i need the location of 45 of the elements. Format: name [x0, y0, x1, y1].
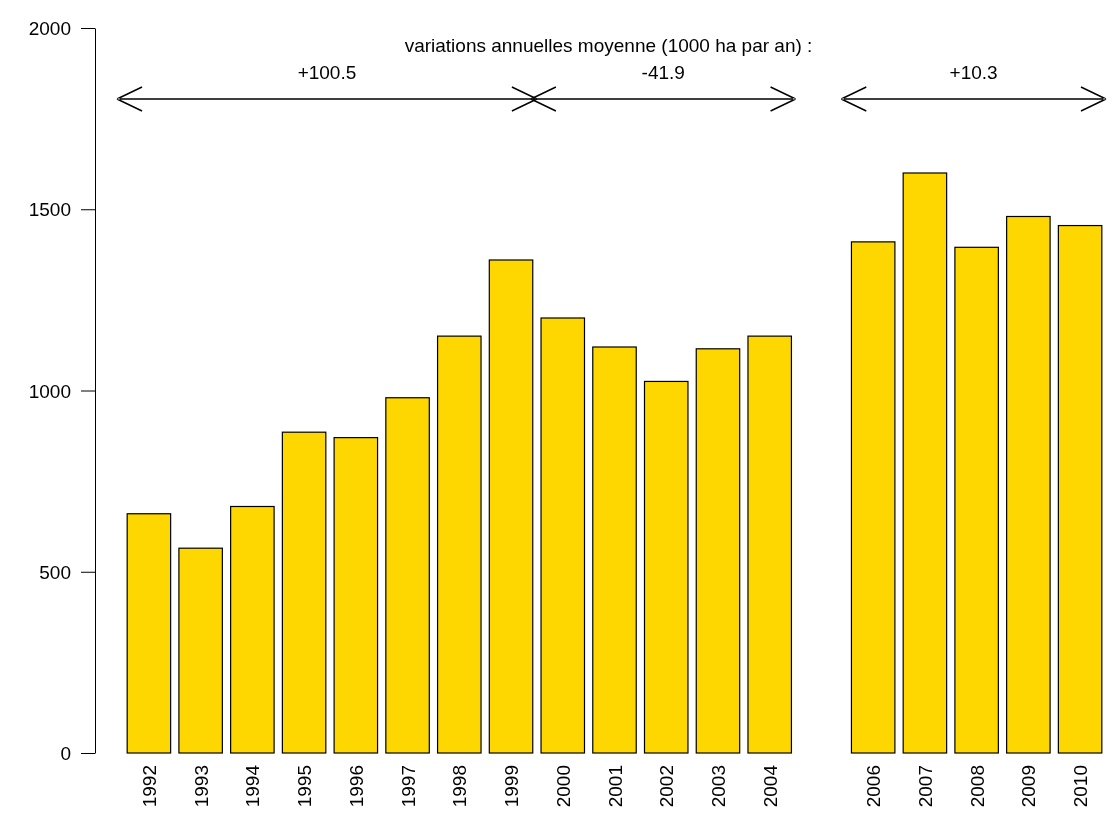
x-tick-label: 2001	[604, 765, 626, 808]
bar	[643, 380, 689, 754]
y-tick-label: 2000	[28, 18, 71, 40]
annotation: +10.3	[949, 62, 998, 83]
chart-title: variations annuelles moyenne (1000 ha par an) :	[404, 35, 813, 56]
x-tick-label: 2007	[914, 765, 936, 808]
bar	[488, 259, 534, 754]
x-tick-label: 2006	[863, 765, 885, 808]
x-tick-label: 2004	[759, 764, 781, 808]
bar	[747, 335, 793, 754]
bar	[333, 437, 379, 754]
y-tick-label: 1500	[28, 199, 71, 221]
bar	[436, 335, 482, 754]
annotation: -41.9	[641, 62, 685, 83]
x-tick-label: 1999	[501, 765, 523, 808]
bar	[695, 348, 741, 754]
bar	[281, 431, 327, 754]
bar	[540, 317, 586, 754]
x-tick-label: 2000	[552, 765, 574, 808]
x-tick-label: 1997	[397, 765, 419, 808]
bar	[230, 505, 275, 754]
bar	[1057, 224, 1103, 754]
x-tick-label: 1996	[345, 765, 367, 808]
bar	[954, 246, 999, 754]
x-tick-label: 2002	[656, 765, 678, 808]
y-tick-label: 1000	[28, 380, 71, 402]
bar	[592, 346, 637, 754]
bar	[1006, 215, 1051, 754]
x-tick-label: 2008	[966, 765, 988, 808]
x-tick-label: 1995	[294, 765, 316, 808]
x-tick-label: 1992	[138, 765, 160, 808]
bar	[126, 513, 172, 754]
bar	[178, 547, 223, 754]
x-tick-label: 2003	[707, 765, 729, 808]
x-tick-label: 1993	[190, 765, 212, 808]
x-tick-label: 2010	[1070, 765, 1092, 808]
annotation: +100.5	[297, 62, 357, 83]
bar	[385, 397, 430, 754]
x-tick-label: 1998	[449, 765, 471, 808]
y-tick-label: 0	[60, 743, 71, 765]
x-tick-label: 1994	[242, 764, 264, 808]
bar	[850, 241, 896, 754]
y-tick-label: 500	[39, 561, 71, 583]
x-tick-label: 2009	[1018, 765, 1040, 808]
bar	[902, 172, 948, 754]
